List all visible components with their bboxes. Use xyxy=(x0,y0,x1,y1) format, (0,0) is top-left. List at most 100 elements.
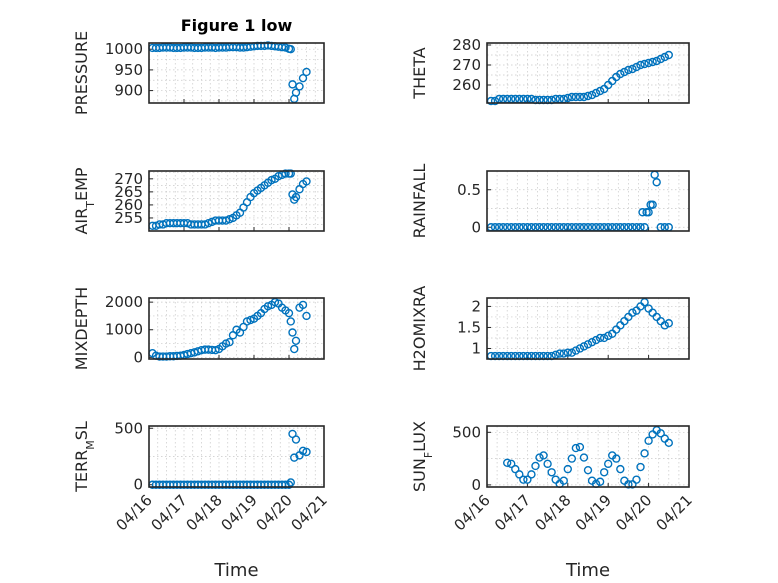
axes-frame xyxy=(486,170,690,232)
data-point xyxy=(519,475,528,484)
data-point xyxy=(579,453,589,462)
data-point xyxy=(291,435,301,444)
x-tick-label: 04/19 xyxy=(218,491,261,534)
data-point xyxy=(291,336,301,345)
plot-area xyxy=(149,298,324,359)
y-tick-label: 260 xyxy=(114,196,143,214)
data-point xyxy=(628,308,637,317)
data-point xyxy=(575,442,585,452)
axes-frame xyxy=(148,297,325,360)
data-point xyxy=(595,86,605,96)
data-point xyxy=(628,480,637,489)
data-point xyxy=(640,59,649,69)
data-point xyxy=(644,208,653,217)
data-point xyxy=(624,480,633,489)
data-point xyxy=(490,96,500,106)
data-point xyxy=(286,478,295,487)
data-point xyxy=(535,453,544,462)
data-point xyxy=(523,475,532,484)
y-tick-label: 950 xyxy=(114,61,143,79)
data-point xyxy=(527,470,536,479)
x-tick-label: 04/16 xyxy=(113,491,156,534)
y-tick-label: 260 xyxy=(452,76,481,94)
data-point xyxy=(579,342,589,351)
data-point xyxy=(583,465,593,475)
data-point xyxy=(295,82,304,91)
panel-h2omixra: 1 1.5 2 H2OMIXRA xyxy=(410,286,690,371)
data-point xyxy=(298,446,308,456)
data-point xyxy=(503,458,512,468)
y-tick-label: 280 xyxy=(452,36,481,54)
data-point xyxy=(511,464,520,474)
y-tick-label: 265 xyxy=(114,183,143,201)
data-point xyxy=(291,192,301,202)
data-point xyxy=(620,67,629,77)
data-point xyxy=(587,90,597,100)
data-point xyxy=(298,73,308,83)
data-point xyxy=(636,60,645,70)
data-point xyxy=(543,459,552,469)
axes-frame xyxy=(486,425,690,488)
data-point xyxy=(559,476,568,485)
grid xyxy=(148,426,325,487)
y-tick-label: 270 xyxy=(452,56,481,74)
x-tick-label: 04/18 xyxy=(183,491,226,534)
data-point xyxy=(567,348,577,357)
plot-area xyxy=(149,43,324,103)
data-point xyxy=(599,468,609,477)
data-point xyxy=(563,464,572,474)
data-point xyxy=(632,475,641,484)
y-tick-label: 255 xyxy=(114,209,143,227)
y-tick-label: 500 xyxy=(114,419,143,437)
x-axis-label: Time xyxy=(565,560,610,581)
x-tick-label: 04/20 xyxy=(253,491,296,534)
data-point xyxy=(595,477,605,486)
y-tick-label: 1.5 xyxy=(457,318,481,336)
data-point xyxy=(515,470,524,479)
data-point xyxy=(632,62,641,72)
data-point xyxy=(660,321,669,330)
data-point xyxy=(290,344,299,354)
x-tick-label: 04/19 xyxy=(572,491,615,534)
axes-frame xyxy=(486,297,690,360)
data-point xyxy=(612,454,621,463)
y-axis-label: TERRMSL xyxy=(72,421,97,493)
y-tick-label: 270 xyxy=(114,170,143,188)
data-point xyxy=(286,169,295,178)
data-point xyxy=(290,453,299,462)
data-point xyxy=(628,64,637,74)
data-point xyxy=(644,58,653,68)
y-tick-label: 1000 xyxy=(105,40,143,58)
data-point xyxy=(286,45,295,54)
data-point xyxy=(638,208,647,217)
data-point xyxy=(567,92,577,102)
axes-frame xyxy=(486,42,690,104)
series-sun_flux xyxy=(503,426,673,489)
data-point xyxy=(555,349,564,358)
data-point xyxy=(595,333,605,343)
series-air_temp xyxy=(148,169,311,230)
plot-area xyxy=(487,298,689,359)
data-point xyxy=(281,169,290,178)
x-tick-label: 04/21 xyxy=(288,491,331,534)
y-tick-label: 2000 xyxy=(105,293,143,311)
data-point xyxy=(648,200,657,209)
data-point xyxy=(604,331,613,341)
data-point xyxy=(575,344,585,353)
data-point xyxy=(604,459,613,469)
data-point xyxy=(298,300,308,310)
data-point xyxy=(302,177,311,186)
data-point xyxy=(288,328,297,337)
panel-theta: 260 270 280 THETA xyxy=(410,36,690,106)
y-axis-label: MIXDEPTH xyxy=(72,287,91,370)
data-point xyxy=(571,92,581,102)
y-tick-label: 0.5 xyxy=(457,181,481,199)
x-tick-label: 04/18 xyxy=(531,491,574,534)
data-point xyxy=(291,88,301,97)
data-point xyxy=(567,454,577,463)
x-tick-label: 04/17 xyxy=(491,491,534,534)
x-tick-label: 04/20 xyxy=(612,491,655,534)
data-point xyxy=(563,348,572,357)
data-point xyxy=(660,52,669,62)
